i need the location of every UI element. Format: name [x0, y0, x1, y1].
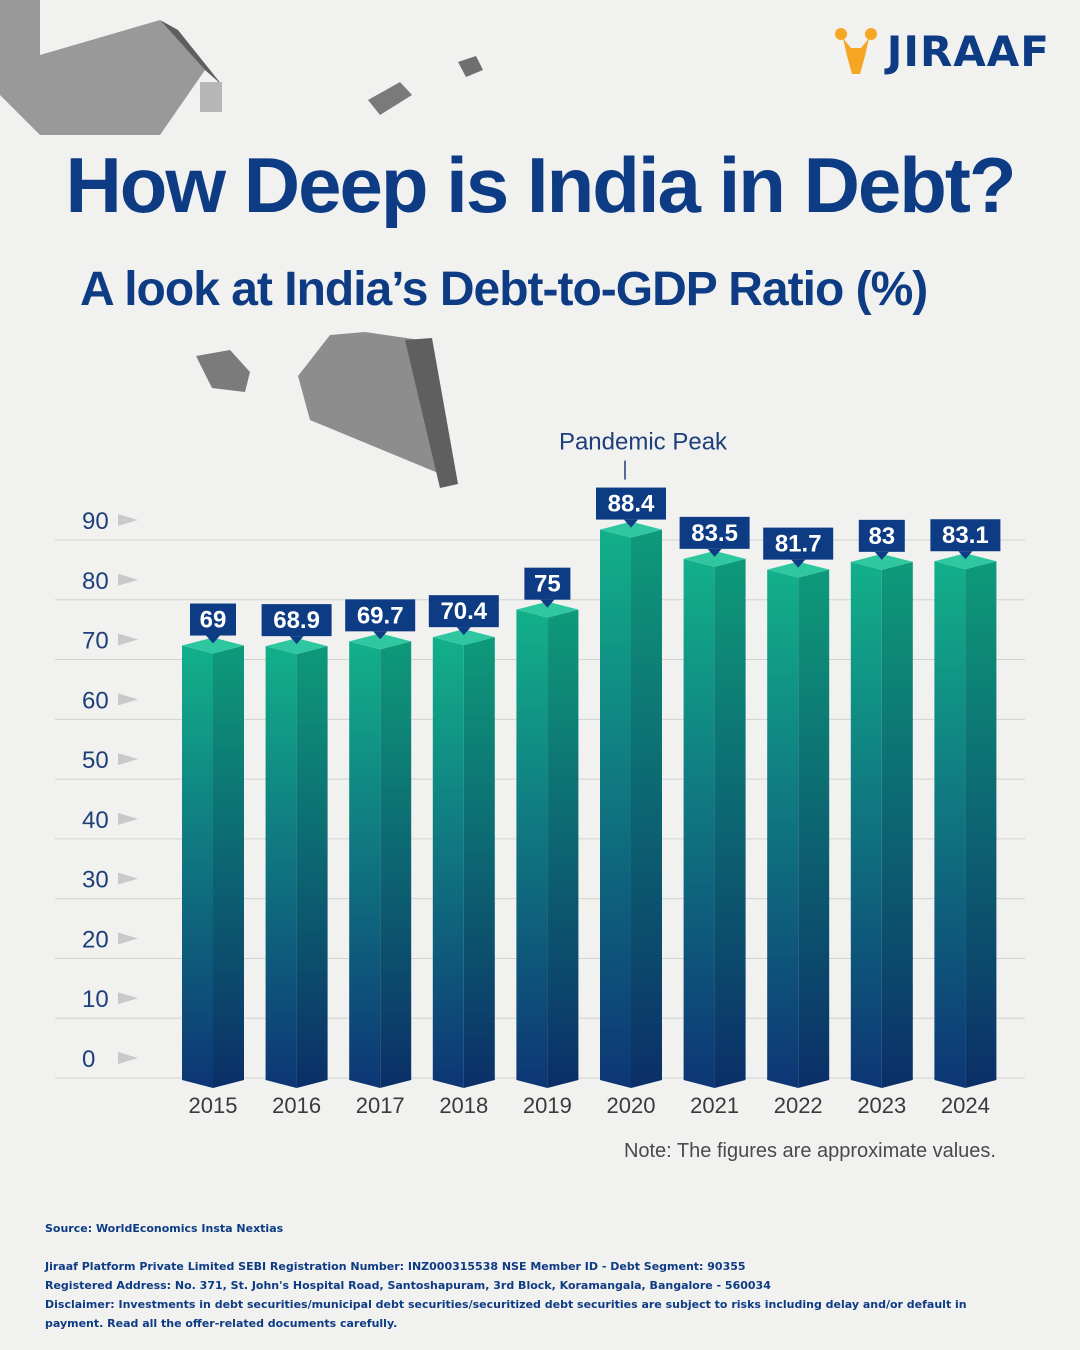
- data-label-box: [190, 603, 236, 636]
- data-label: 83: [868, 523, 895, 550]
- y-tick-label: 80: [82, 568, 109, 595]
- page-title: How Deep is India in Debt?: [65, 141, 1016, 229]
- data-label-box: [763, 527, 834, 560]
- data-label-box: [345, 599, 416, 632]
- data-label-pointer: [456, 627, 471, 636]
- y-tick-arrow-icon: [118, 992, 138, 1005]
- bar-2022: [767, 561, 830, 1088]
- bar-2020: [600, 521, 662, 1088]
- data-label: 70.4: [440, 598, 487, 625]
- x-tick-label: 2016: [272, 1093, 321, 1118]
- data-label-pointer: [206, 635, 220, 644]
- data-label: 69.7: [357, 602, 404, 629]
- data-label-box: [858, 519, 905, 552]
- y-tick-arrow-icon: [118, 633, 138, 646]
- data-label-pointer: [540, 599, 555, 608]
- data-label: 83.5: [691, 520, 738, 547]
- bar-2015: [182, 637, 244, 1088]
- x-tick-label: 2015: [189, 1093, 238, 1118]
- data-label-box: [596, 487, 666, 520]
- data-label: 68.9: [273, 607, 320, 634]
- y-tick-label: 10: [82, 986, 109, 1013]
- address-line: Registered Address: No. 371, St. John's …: [45, 1279, 771, 1292]
- legal-footer: Jiraaf Platform Private Limited SEBI Reg…: [45, 1257, 1010, 1333]
- bar-2016: [265, 638, 328, 1088]
- data-label: 88.4: [608, 491, 655, 518]
- y-tick-label: 0: [82, 1046, 95, 1073]
- logo-wordmark: JIRAAF: [886, 26, 1050, 76]
- bar-2018: [432, 629, 495, 1088]
- data-label: 83.1: [942, 522, 989, 549]
- debt-to-gdp-bar-chart: 0 10 20 30 40 50 60 70 80 90 69 2015 68.9 2016 69.7 201…: [55, 429, 1025, 1118]
- y-tick-label: 60: [82, 687, 109, 714]
- y-tick-label: 40: [82, 807, 109, 834]
- y-tick-arrow-icon: [118, 753, 138, 766]
- bar-2017: [349, 633, 412, 1088]
- data-label-box: [261, 604, 332, 637]
- y-tick-label: 20: [82, 926, 109, 953]
- y-tick-label: 50: [82, 747, 109, 774]
- source-text: Source: WorldEconomics Insta Nextias: [45, 1222, 284, 1235]
- y-tick-arrow-icon: [118, 812, 138, 825]
- x-tick-label: 2022: [774, 1093, 823, 1118]
- registration-line: Jiraaf Platform Private Limited SEBI Reg…: [45, 1260, 746, 1273]
- y-tick-arrow-icon: [118, 514, 138, 526]
- y-tick-arrow-icon: [118, 1052, 138, 1064]
- data-label-box: [679, 516, 750, 549]
- disclaimer-line: Disclaimer: Investments in debt securiti…: [45, 1298, 967, 1330]
- x-tick-label: 2018: [439, 1093, 488, 1118]
- page-subtitle: A look at India’s Debt-to-GDP Ratio (%): [80, 263, 928, 316]
- y-tick-arrow-icon: [118, 872, 138, 885]
- x-tick-label: 2021: [690, 1093, 739, 1118]
- data-label-pointer: [958, 551, 973, 560]
- data-label-pointer: [791, 559, 806, 568]
- data-label-box: [930, 519, 1001, 552]
- y-tick-arrow-icon: [118, 932, 138, 945]
- annotation-label: Pandemic Peak: [559, 429, 728, 456]
- data-label: 75: [534, 571, 561, 598]
- x-tick-label: 2020: [607, 1093, 656, 1118]
- data-label-pointer: [624, 519, 638, 528]
- y-tick-label: 30: [82, 867, 109, 894]
- data-label-box: [428, 595, 499, 628]
- y-tick-label: 70: [82, 628, 109, 655]
- data-label-pointer: [874, 551, 889, 560]
- data-label-pointer: [289, 636, 304, 645]
- broken-arrow-illustration: [0, 0, 483, 488]
- jiraaf-logo: JIRAAF: [833, 26, 1050, 76]
- giraffe-logo-icon: [834, 28, 877, 74]
- x-tick-label: 2024: [941, 1093, 990, 1118]
- data-label-pointer: [707, 548, 722, 557]
- data-label: 81.7: [775, 531, 822, 558]
- x-tick-label: 2023: [857, 1093, 906, 1118]
- y-tick-arrow-icon: [118, 693, 138, 706]
- bar-2024: [934, 553, 997, 1088]
- data-label-box: [524, 567, 571, 600]
- bar-2019: [516, 601, 579, 1088]
- x-tick-label: 2019: [523, 1093, 572, 1118]
- data-label-pointer: [373, 631, 388, 640]
- bar-2023: [850, 553, 913, 1088]
- approximation-note: Note: The figures are approximate values…: [623, 1140, 996, 1162]
- data-label: 69: [200, 607, 227, 634]
- y-tick-label: 90: [82, 508, 109, 535]
- bar-2021: [683, 550, 746, 1088]
- x-tick-label: 2017: [356, 1093, 405, 1118]
- y-tick-arrow-icon: [118, 573, 138, 586]
